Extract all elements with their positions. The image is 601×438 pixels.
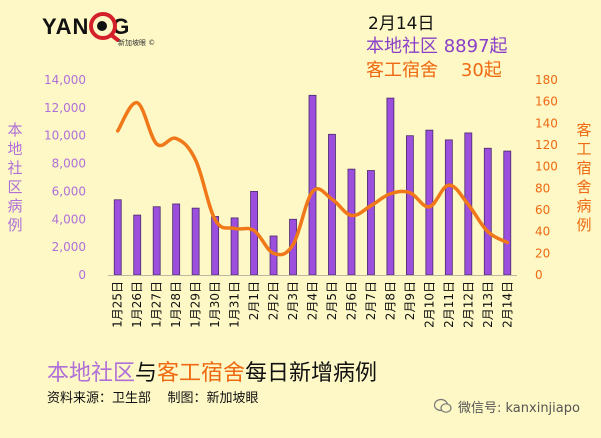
x-tick-label: 1月27日 xyxy=(150,281,164,328)
title-and: 与 xyxy=(135,361,158,386)
x-tick-label: 2月6日 xyxy=(344,281,358,320)
x-tick-label: 1月26日 xyxy=(130,281,144,328)
y-left-tick-label: 4,000 xyxy=(52,212,86,226)
y-left-tick-label: 10,000 xyxy=(44,129,86,143)
x-tick-label: 1月25日 xyxy=(111,281,125,328)
wechat-icon xyxy=(434,398,452,413)
y-left-tick-label: 6,000 xyxy=(52,184,86,198)
y-right-tick-label: 120 xyxy=(535,138,558,152)
y-left-tick-label: 12,000 xyxy=(44,101,86,115)
y-right-tick-label: 140 xyxy=(535,116,558,130)
y-left-tick-label: 14,000 xyxy=(44,73,86,87)
y-right-tick-label: 180 xyxy=(535,73,558,87)
report-date: 2月14日 xyxy=(368,14,435,34)
x-tick-label: 2月8日 xyxy=(383,281,397,320)
x-tick-label: 2月14日 xyxy=(500,281,514,328)
y-right-tick-label: 160 xyxy=(535,95,558,109)
y-right-tick-label: 0 xyxy=(535,268,543,282)
bar xyxy=(444,139,453,276)
community-cases-summary: 本地社区 8897起 xyxy=(366,36,508,57)
x-tick-label: 2月1日 xyxy=(247,281,261,320)
data-source: 资料来源：卫生部 制图：新加坡眼 xyxy=(47,391,259,406)
y-right-tick-label: 60 xyxy=(535,203,550,217)
bar xyxy=(172,203,181,276)
x-tick-label: 2月11日 xyxy=(442,281,456,328)
logo-mark-icon xyxy=(89,12,121,42)
bar xyxy=(191,207,200,276)
brand-subtitle: 新加坡眼 © xyxy=(118,39,156,47)
y-left-axis-title: 本地社区病例 xyxy=(7,121,23,234)
bar xyxy=(328,133,336,276)
x-tick-label: 2月7日 xyxy=(364,281,378,320)
bar xyxy=(503,150,512,276)
y-right-tick-label: 100 xyxy=(535,160,558,174)
wechat-id: 微信号: kanxinjiapo xyxy=(458,401,580,416)
series-line-dormitory xyxy=(115,101,510,257)
y-left-tick-label: 8,000 xyxy=(52,157,86,171)
x-tick-label: 1月31日 xyxy=(228,281,242,328)
y-right-tick-label: 80 xyxy=(535,181,550,195)
bar xyxy=(405,135,414,276)
x-tick-label: 2月4日 xyxy=(306,281,320,320)
bar xyxy=(386,97,395,276)
title-community: 本地社区 xyxy=(47,361,136,386)
bar xyxy=(113,199,122,276)
x-tick-label: 2月12日 xyxy=(461,281,475,328)
y-left-tick-label: 2,000 xyxy=(52,240,86,254)
y-right-axis-title: 客工宿舍病例 xyxy=(576,121,592,234)
dormitory-cases-summary: 客工宿舍 30起 xyxy=(366,60,502,81)
bar xyxy=(308,94,317,276)
title-daily-new: 每日新增病例 xyxy=(245,361,378,386)
bar xyxy=(133,214,142,276)
x-tick-label: 2月5日 xyxy=(325,281,339,320)
y-left-tick-label: 0 xyxy=(78,268,86,282)
bar xyxy=(425,129,434,276)
bar xyxy=(367,170,375,276)
x-tick-label: 2月10日 xyxy=(422,281,436,328)
x-tick-label: 2月2日 xyxy=(267,281,281,320)
x-tick-label: 1月30日 xyxy=(208,281,222,328)
bar xyxy=(152,206,161,276)
title-dormitory: 客工宿舍 xyxy=(157,361,246,386)
bar xyxy=(347,168,356,276)
x-tick-label: 1月28日 xyxy=(169,281,183,328)
x-tick-label: 1月29日 xyxy=(189,281,203,328)
chart-title: 本地社区与客工宿舍每日新增病例 xyxy=(47,355,377,387)
x-tick-label: 2月13日 xyxy=(481,281,495,328)
y-right-tick-label: 20 xyxy=(535,246,550,260)
x-tick-label: 2月9日 xyxy=(403,281,417,320)
bar xyxy=(483,147,492,276)
y-right-tick-label: 40 xyxy=(535,225,550,239)
x-tick-label: 2月3日 xyxy=(286,281,300,320)
